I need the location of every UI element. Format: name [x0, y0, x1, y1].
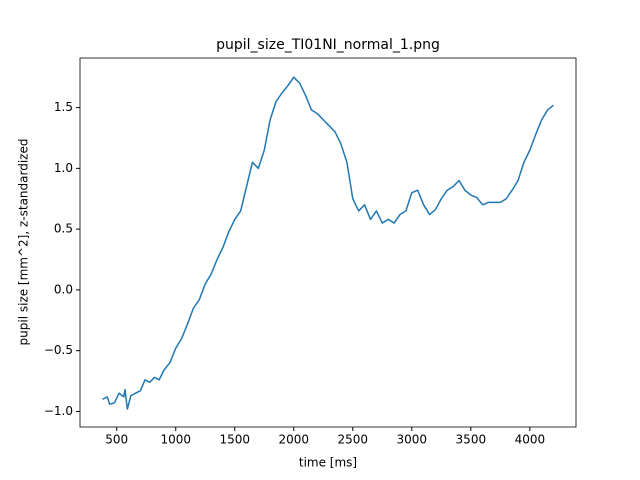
x-tick-label: 4000 — [515, 433, 546, 447]
plot-frame — [79, 57, 577, 428]
x-tick-label: 1000 — [160, 433, 191, 447]
y-tick-label: −1.0 — [44, 404, 73, 418]
x-tick-label: 2500 — [338, 433, 369, 447]
chart-title: pupil_size_TI01NI_normal_1.png — [216, 37, 440, 53]
x-tick-label: 2000 — [278, 433, 309, 447]
y-tick-label: 1.5 — [54, 100, 73, 114]
x-tick-label: 3500 — [456, 433, 487, 447]
x-tick-label: 500 — [105, 433, 128, 447]
x-tick-label: 1500 — [219, 433, 250, 447]
y-tick-label: 0.0 — [54, 282, 73, 296]
x-tick-label: 3000 — [397, 433, 428, 447]
y-tick-label: −0.5 — [44, 343, 73, 357]
y-tick-label: 0.5 — [54, 222, 73, 236]
y-axis-label: pupil size [mm^2], z-standardized — [17, 139, 31, 346]
x-axis-label: time [ms] — [299, 456, 357, 470]
data-line — [102, 76, 554, 410]
y-tick-label: 1.0 — [54, 161, 73, 175]
